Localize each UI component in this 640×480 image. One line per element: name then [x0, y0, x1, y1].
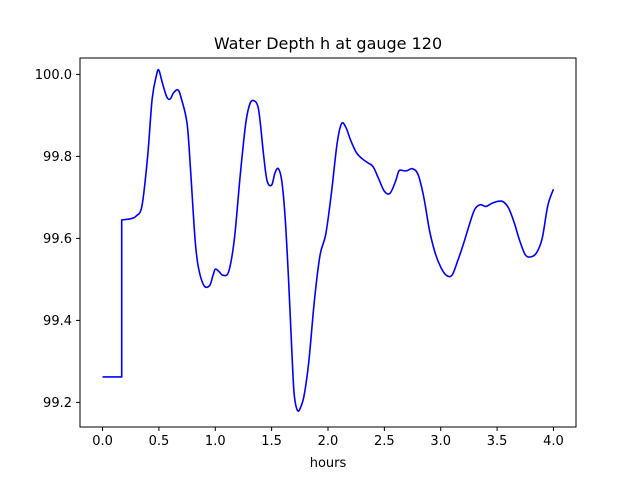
series-line	[102, 68, 555, 413]
chart-title: Water Depth h at gauge 120	[214, 34, 442, 53]
x-tick-label: 3.5	[487, 434, 508, 449]
y-tick-label: 99.2	[43, 396, 72, 411]
x-tick-label: 2.0	[318, 434, 339, 449]
y-tick-label: 100.0	[35, 68, 72, 83]
y-tick-label: 99.6	[43, 232, 72, 247]
x-tick-label: 1.0	[205, 434, 226, 449]
x-tick-label: 1.5	[261, 434, 282, 449]
y-tick-label: 99.4	[43, 314, 72, 329]
y-axis: 99.2 99.4 99.6 99.8 100.0	[35, 68, 80, 411]
x-tick-label: 0.5	[149, 434, 170, 449]
x-tick-label: 2.5	[374, 434, 395, 449]
x-tick-label: 0.0	[92, 434, 113, 449]
x-tick-label: 4.0	[543, 434, 564, 449]
plot-area	[102, 68, 555, 413]
plot-frame	[79, 57, 577, 428]
y-tick-label: 99.8	[43, 150, 72, 165]
x-axis-label: hours	[310, 456, 347, 471]
x-tick-label: 3.0	[430, 434, 451, 449]
x-axis: 0.0 0.5 1.0 1.5 2.0 2.5 3.0 3.5 4.0	[92, 427, 564, 449]
